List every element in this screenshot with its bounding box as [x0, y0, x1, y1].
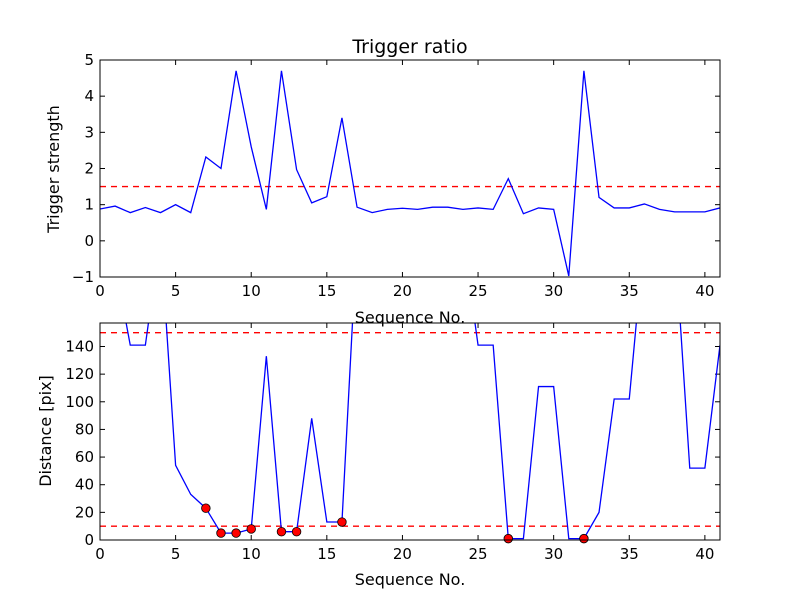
- bottom-y-tick-label: 80: [75, 420, 94, 438]
- bottom-data-point-marker: [337, 517, 347, 527]
- top-y-axis-label: Trigger strength: [44, 105, 63, 234]
- top-x-tick-label: 15: [317, 282, 336, 300]
- bottom-y-tick-label: 20: [75, 503, 94, 521]
- top-x-tick-label: 0: [95, 282, 105, 300]
- top-y-tick-label: 0: [84, 232, 94, 250]
- bottom-x-tick-label: 15: [317, 545, 336, 563]
- bottom-y-tick-label: 140: [65, 337, 94, 355]
- top-subplot: Trigger ratio Trigger strength Sequence …: [44, 36, 721, 327]
- top-y-tick-label: −1: [72, 268, 94, 286]
- bottom-y-tick-label: 60: [75, 448, 94, 466]
- bottom-data-point-marker: [231, 528, 241, 538]
- bottom-y-tick-label: 0: [84, 531, 94, 549]
- bottom-markers: [201, 503, 589, 544]
- bottom-data-point-marker: [276, 527, 287, 537]
- bottom-data-point-marker: [216, 528, 226, 538]
- top-x-tick-label: 35: [620, 282, 639, 300]
- top-x-tick-label: 25: [469, 282, 488, 300]
- top-x-tick-label: 30: [544, 282, 563, 300]
- bottom-ticks: 0 5 10 15 20 25 30 35 40 0 20 40 60 80 100 120 140: [65, 323, 720, 563]
- top-series-line: [100, 70, 720, 277]
- top-axes-frame: [99, 59, 721, 278]
- bottom-x-tick-label: 10: [242, 545, 261, 563]
- bottom-data-point-marker: [201, 503, 211, 513]
- top-x-tick-label: 5: [171, 282, 181, 300]
- bottom-y-axis-label: Distance [pix]: [36, 375, 55, 487]
- bottom-data-point-marker: [291, 527, 302, 537]
- bottom-y-tick-label: 100: [65, 393, 94, 411]
- bottom-x-tick-label: 30: [544, 545, 563, 563]
- top-y-tick-label: 1: [84, 196, 94, 214]
- bottom-x-tick-label: 25: [469, 545, 488, 563]
- top-chart-title: Trigger ratio: [351, 36, 467, 58]
- top-y-tick-label: 4: [84, 87, 94, 105]
- bottom-x-tick-label: 20: [393, 545, 412, 563]
- top-y-tick-label: 3: [84, 123, 94, 141]
- top-y-tick-label: 5: [84, 51, 94, 69]
- bottom-data-point-marker: [579, 533, 589, 544]
- top-x-axis-label: Sequence No.: [355, 308, 466, 327]
- bottom-x-tick-label: 35: [620, 545, 639, 563]
- top-y-tick-label: 2: [84, 160, 94, 178]
- bottom-axes-frame: [99, 322, 721, 541]
- bottom-subplot: Distance [pix] Sequence No. 0 5 10 15 20 25 30…: [36, 322, 721, 589]
- bottom-y-tick-label: 40: [75, 476, 94, 494]
- bottom-y-tick-label: 120: [65, 365, 94, 383]
- bottom-x-tick-label: 0: [95, 545, 105, 563]
- top-x-tick-label: 10: [242, 282, 261, 300]
- bottom-x-tick-label: 5: [171, 545, 181, 563]
- bottom-data-point-marker: [503, 533, 513, 544]
- bottom-x-tick-label: 40: [695, 545, 714, 563]
- bottom-data-point-marker: [246, 524, 256, 534]
- top-x-tick-label: 40: [695, 282, 714, 300]
- top-x-tick-label: 20: [393, 282, 412, 300]
- bottom-x-axis-label: Sequence No.: [355, 570, 466, 589]
